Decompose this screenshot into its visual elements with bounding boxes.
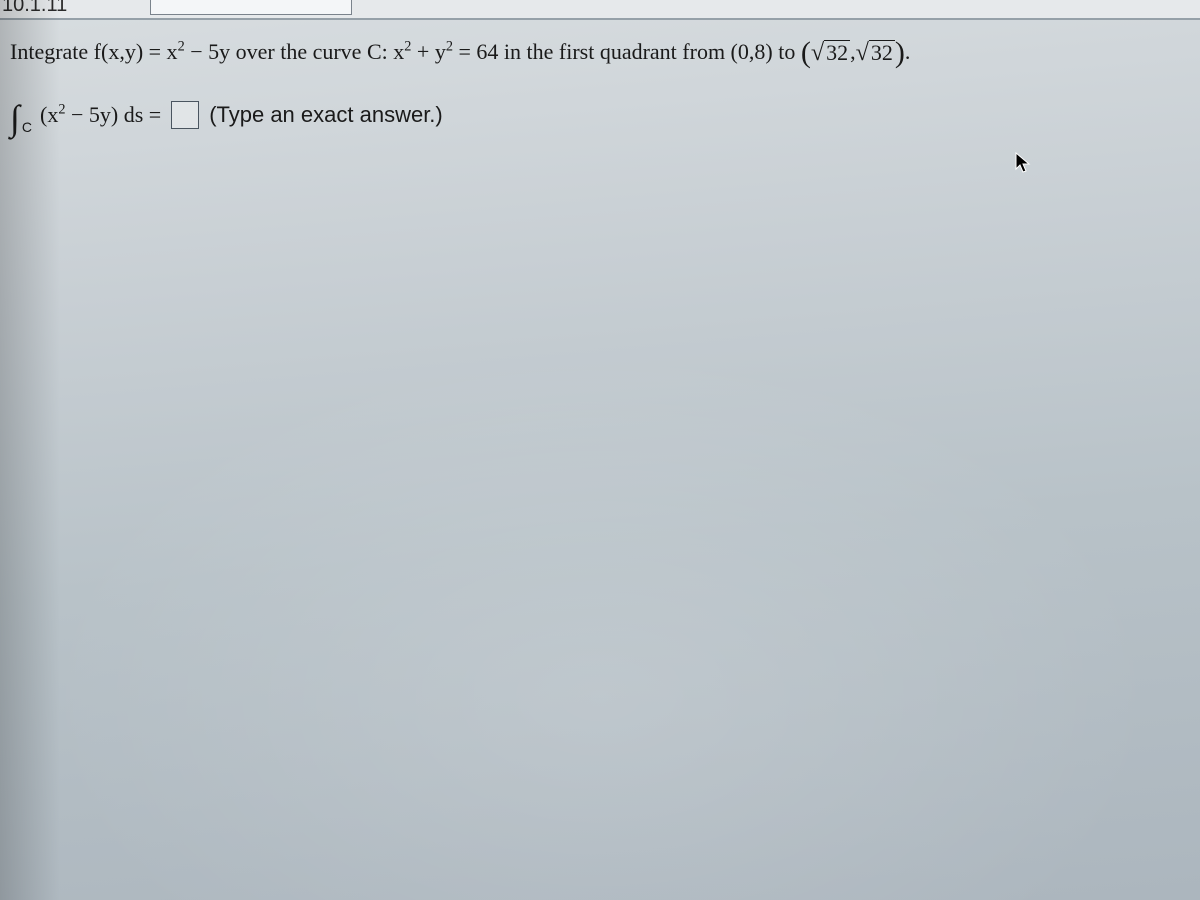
sqrt-expression: √32 bbox=[856, 40, 895, 65]
exponent: 2 bbox=[178, 39, 185, 55]
question-content: Integrate f(x,y) = x2 − 5y over the curv… bbox=[10, 34, 1190, 132]
header-input-fragment bbox=[150, 0, 352, 15]
answer-hint: (Type an exact answer.) bbox=[209, 97, 443, 132]
open-paren: ( bbox=[801, 36, 811, 69]
text-segment: − 5y over the curve C: x bbox=[185, 39, 405, 64]
answer-line: ∫C (x2 − 5y) ds = (Type an exact answer.… bbox=[10, 97, 1190, 132]
cursor-icon bbox=[1015, 152, 1033, 181]
radical-sign: √ bbox=[811, 41, 824, 65]
radicand: 32 bbox=[869, 40, 895, 65]
radicand: 32 bbox=[824, 40, 850, 65]
answer-input[interactable] bbox=[171, 101, 199, 129]
text-segment: − 5y) ds = bbox=[65, 102, 161, 127]
integral-sign: ∫ bbox=[10, 106, 20, 131]
text-segment: (x bbox=[40, 102, 58, 127]
radical-sign: √ bbox=[856, 41, 869, 65]
sqrt-expression: √32 bbox=[811, 40, 850, 65]
question-number-fragment: 10.1.11 bbox=[2, 0, 67, 17]
text-segment: Integrate f(x,y) = x bbox=[10, 39, 178, 64]
text-segment: + y bbox=[411, 39, 445, 64]
integrand: (x2 − 5y) ds = bbox=[40, 97, 161, 132]
problem-statement: Integrate f(x,y) = x2 − 5y over the curv… bbox=[10, 34, 1190, 69]
screen-glare bbox=[0, 220, 1200, 900]
integral-subscript: C bbox=[22, 116, 32, 138]
text-segment: = 64 in the first quadrant from (0,8) to bbox=[453, 39, 801, 64]
period: . bbox=[905, 39, 911, 64]
exponent: 2 bbox=[446, 39, 453, 55]
cropped-header: 10.1.11 bbox=[0, 0, 1200, 20]
close-paren: ) bbox=[895, 36, 905, 69]
